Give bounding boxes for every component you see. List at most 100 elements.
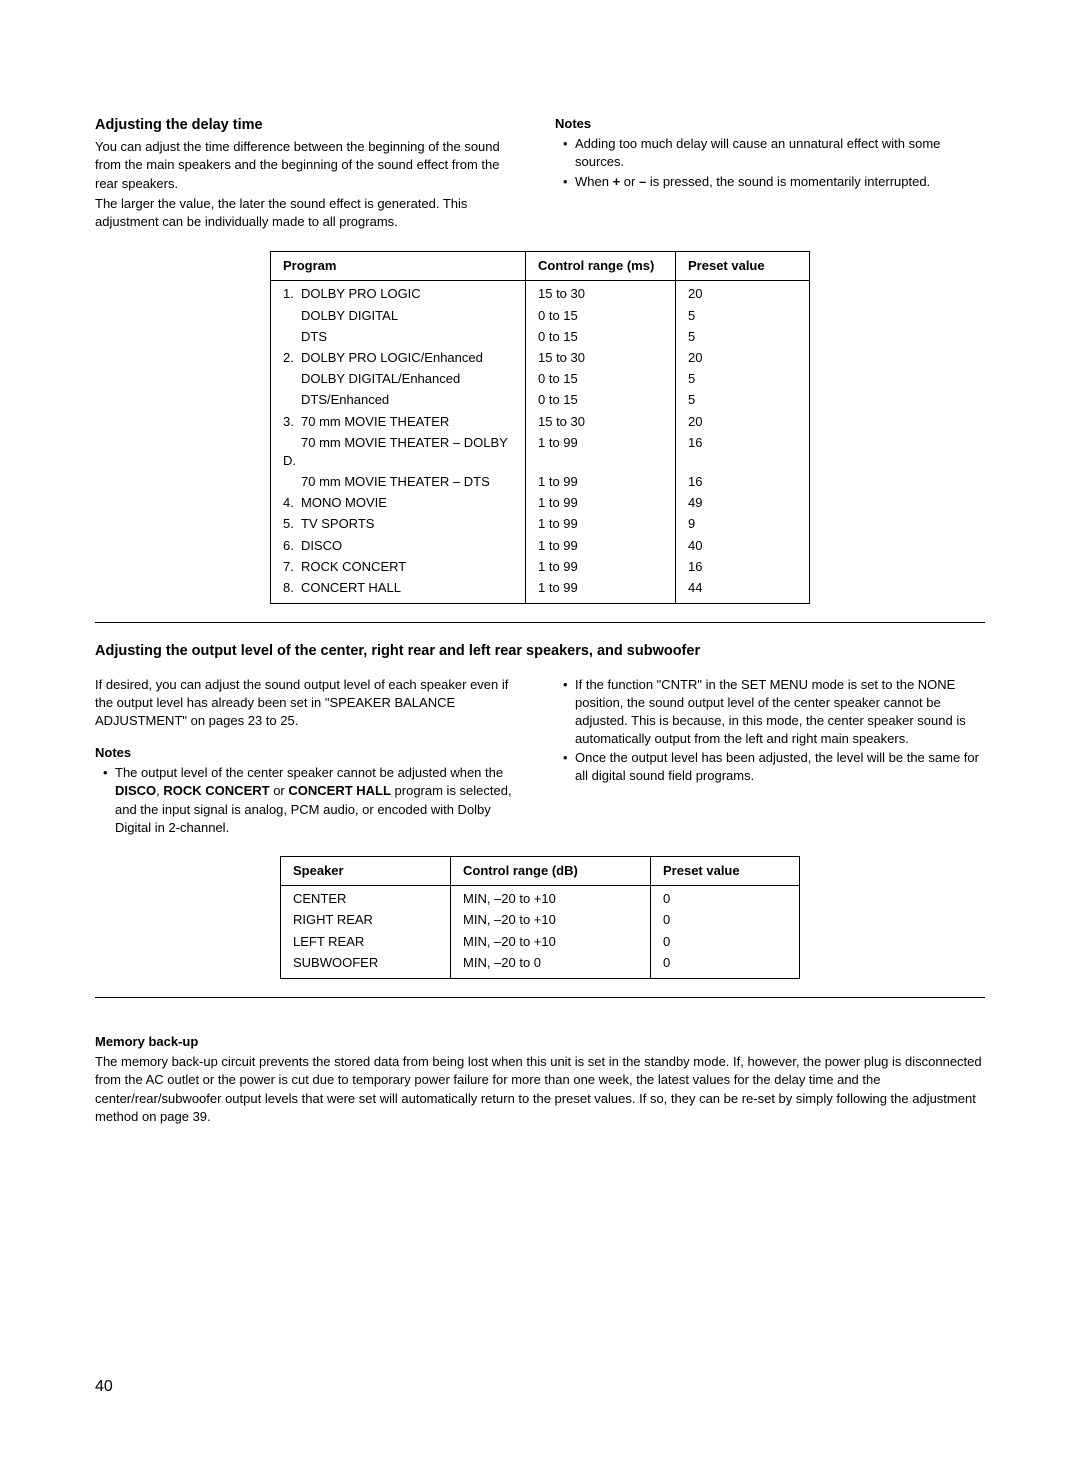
table1-col-preset: Preset value <box>676 252 810 281</box>
program-cell: 2.DOLBY PRO LOGIC/Enhanced <box>271 347 526 368</box>
output-note-2: If the function "CNTR" in the SET MENU m… <box>567 676 985 749</box>
range-cell: 1 to 99 <box>526 432 676 471</box>
program-cell: 5.TV SPORTS <box>271 514 526 535</box>
preset-cell: 0 <box>651 952 800 978</box>
preset-cell: 16 <box>676 432 810 471</box>
speaker-cell: RIGHT REAR <box>281 910 451 931</box>
output-level-right-column: If the function "CNTR" in the SET MENU m… <box>555 676 985 839</box>
range-cell: 0 to 15 <box>526 390 676 411</box>
table2-col-speaker: Speaker <box>281 857 451 886</box>
preset-cell: 5 <box>676 369 810 390</box>
output-level-section: If desired, you can adjust the sound out… <box>95 676 985 839</box>
table-row: 1.DOLBY PRO LOGIC15 to 3020 <box>271 281 810 305</box>
table1-col-program: Program <box>271 252 526 281</box>
delay-time-para2: The larger the value, the later the soun… <box>95 195 525 231</box>
speaker-level-table: Speaker Control range (dB) Preset value … <box>280 856 800 979</box>
preset-cell: 16 <box>676 556 810 577</box>
preset-cell: 0 <box>651 886 800 910</box>
preset-cell: 5 <box>676 305 810 326</box>
table-row: DTS0 to 155 <box>271 326 810 347</box>
range-cell: MIN, –20 to +10 <box>451 910 651 931</box>
preset-cell: 0 <box>651 910 800 931</box>
table-row: DOLBY DIGITAL/Enhanced0 to 155 <box>271 369 810 390</box>
program-cell: DTS/Enhanced <box>271 390 526 411</box>
range-cell: 0 to 15 <box>526 369 676 390</box>
delay-notes-list: Adding too much delay will cause an unna… <box>555 135 985 191</box>
delay-time-section: Adjusting the delay time You can adjust … <box>95 115 985 233</box>
memory-backup-text: The memory back-up circuit prevents the … <box>95 1053 985 1126</box>
page-number: 40 <box>95 1376 985 1398</box>
speaker-cell: CENTER <box>281 886 451 910</box>
table-row: SUBWOOFERMIN, –20 to 00 <box>281 952 800 978</box>
range-cell: 1 to 99 <box>526 514 676 535</box>
program-cell: 4.MONO MOVIE <box>271 493 526 514</box>
table-row: 5.TV SPORTS1 to 999 <box>271 514 810 535</box>
speaker-cell: LEFT REAR <box>281 931 451 952</box>
program-cell: 70 mm MOVIE THEATER – DOLBY D. <box>271 432 526 471</box>
range-cell: MIN, –20 to +10 <box>451 886 651 910</box>
range-cell: 1 to 99 <box>526 556 676 577</box>
range-cell: 1 to 99 <box>526 493 676 514</box>
range-cell: 1 to 99 <box>526 472 676 493</box>
output-level-heading: Adjusting the output level of the center… <box>95 641 985 661</box>
table-row: 4.MONO MOVIE1 to 9949 <box>271 493 810 514</box>
delay-time-table: Program Control range (ms) Preset value … <box>270 251 810 604</box>
range-cell: 15 to 30 <box>526 347 676 368</box>
table-row: 70 mm MOVIE THEATER – DOLBY D.1 to 9916 <box>271 432 810 471</box>
range-cell: 15 to 30 <box>526 411 676 432</box>
output-note-3: Once the output level has been adjusted,… <box>567 749 985 785</box>
notes-heading: Notes <box>555 115 985 133</box>
table-row: CENTERMIN, –20 to +100 <box>281 886 800 910</box>
program-cell: 70 mm MOVIE THEATER – DTS <box>271 472 526 493</box>
table-row: 6.DISCO1 to 9940 <box>271 535 810 556</box>
preset-cell: 9 <box>676 514 810 535</box>
memory-backup-heading: Memory back-up <box>95 1033 985 1051</box>
delay-time-left-column: Adjusting the delay time You can adjust … <box>95 115 525 233</box>
program-cell: DTS <box>271 326 526 347</box>
delay-time-para1: You can adjust the time difference betwe… <box>95 138 525 193</box>
table-row: DTS/Enhanced0 to 155 <box>271 390 810 411</box>
range-cell: MIN, –20 to +10 <box>451 931 651 952</box>
range-cell: 1 to 99 <box>526 535 676 556</box>
output-note-1: The output level of the center speaker c… <box>107 764 525 837</box>
table-row: RIGHT REARMIN, –20 to +100 <box>281 910 800 931</box>
table-row: 8.CONCERT HALL1 to 9944 <box>271 578 810 604</box>
program-cell: 3.70 mm MOVIE THEATER <box>271 411 526 432</box>
preset-cell: 44 <box>676 578 810 604</box>
preset-cell: 40 <box>676 535 810 556</box>
program-cell: 7.ROCK CONCERT <box>271 556 526 577</box>
range-cell: 0 to 15 <box>526 305 676 326</box>
range-cell: MIN, –20 to 0 <box>451 952 651 978</box>
table-row: 70 mm MOVIE THEATER – DTS1 to 9916 <box>271 472 810 493</box>
preset-cell: 49 <box>676 493 810 514</box>
program-cell: 8.CONCERT HALL <box>271 578 526 604</box>
delay-time-heading: Adjusting the delay time <box>95 115 525 135</box>
table1-col-range: Control range (ms) <box>526 252 676 281</box>
output-notes-list-right: If the function "CNTR" in the SET MENU m… <box>555 676 985 786</box>
range-cell: 1 to 99 <box>526 578 676 604</box>
program-cell: DOLBY DIGITAL/Enhanced <box>271 369 526 390</box>
table-row: DOLBY DIGITAL0 to 155 <box>271 305 810 326</box>
range-cell: 0 to 15 <box>526 326 676 347</box>
preset-cell: 5 <box>676 390 810 411</box>
output-level-left-column: If desired, you can adjust the sound out… <box>95 676 525 839</box>
program-cell: 6.DISCO <box>271 535 526 556</box>
delay-time-right-column: Notes Adding too much delay will cause a… <box>555 115 985 233</box>
output-notes-list-left: The output level of the center speaker c… <box>95 764 525 837</box>
preset-cell: 16 <box>676 472 810 493</box>
table-row: LEFT REARMIN, –20 to +100 <box>281 931 800 952</box>
preset-cell: 5 <box>676 326 810 347</box>
preset-cell: 20 <box>676 411 810 432</box>
output-level-para1: If desired, you can adjust the sound out… <box>95 676 525 731</box>
program-cell: 1.DOLBY PRO LOGIC <box>271 281 526 305</box>
memory-backup-section: Memory back-up The memory back-up circui… <box>95 1033 985 1126</box>
table-row: 3.70 mm MOVIE THEATER15 to 3020 <box>271 411 810 432</box>
table2-col-preset: Preset value <box>651 857 800 886</box>
preset-cell: 0 <box>651 931 800 952</box>
range-cell: 15 to 30 <box>526 281 676 305</box>
table2-col-range: Control range (dB) <box>451 857 651 886</box>
table-row: 7.ROCK CONCERT1 to 9916 <box>271 556 810 577</box>
preset-cell: 20 <box>676 281 810 305</box>
program-cell: DOLBY DIGITAL <box>271 305 526 326</box>
delay-note-1: Adding too much delay will cause an unna… <box>567 135 985 171</box>
